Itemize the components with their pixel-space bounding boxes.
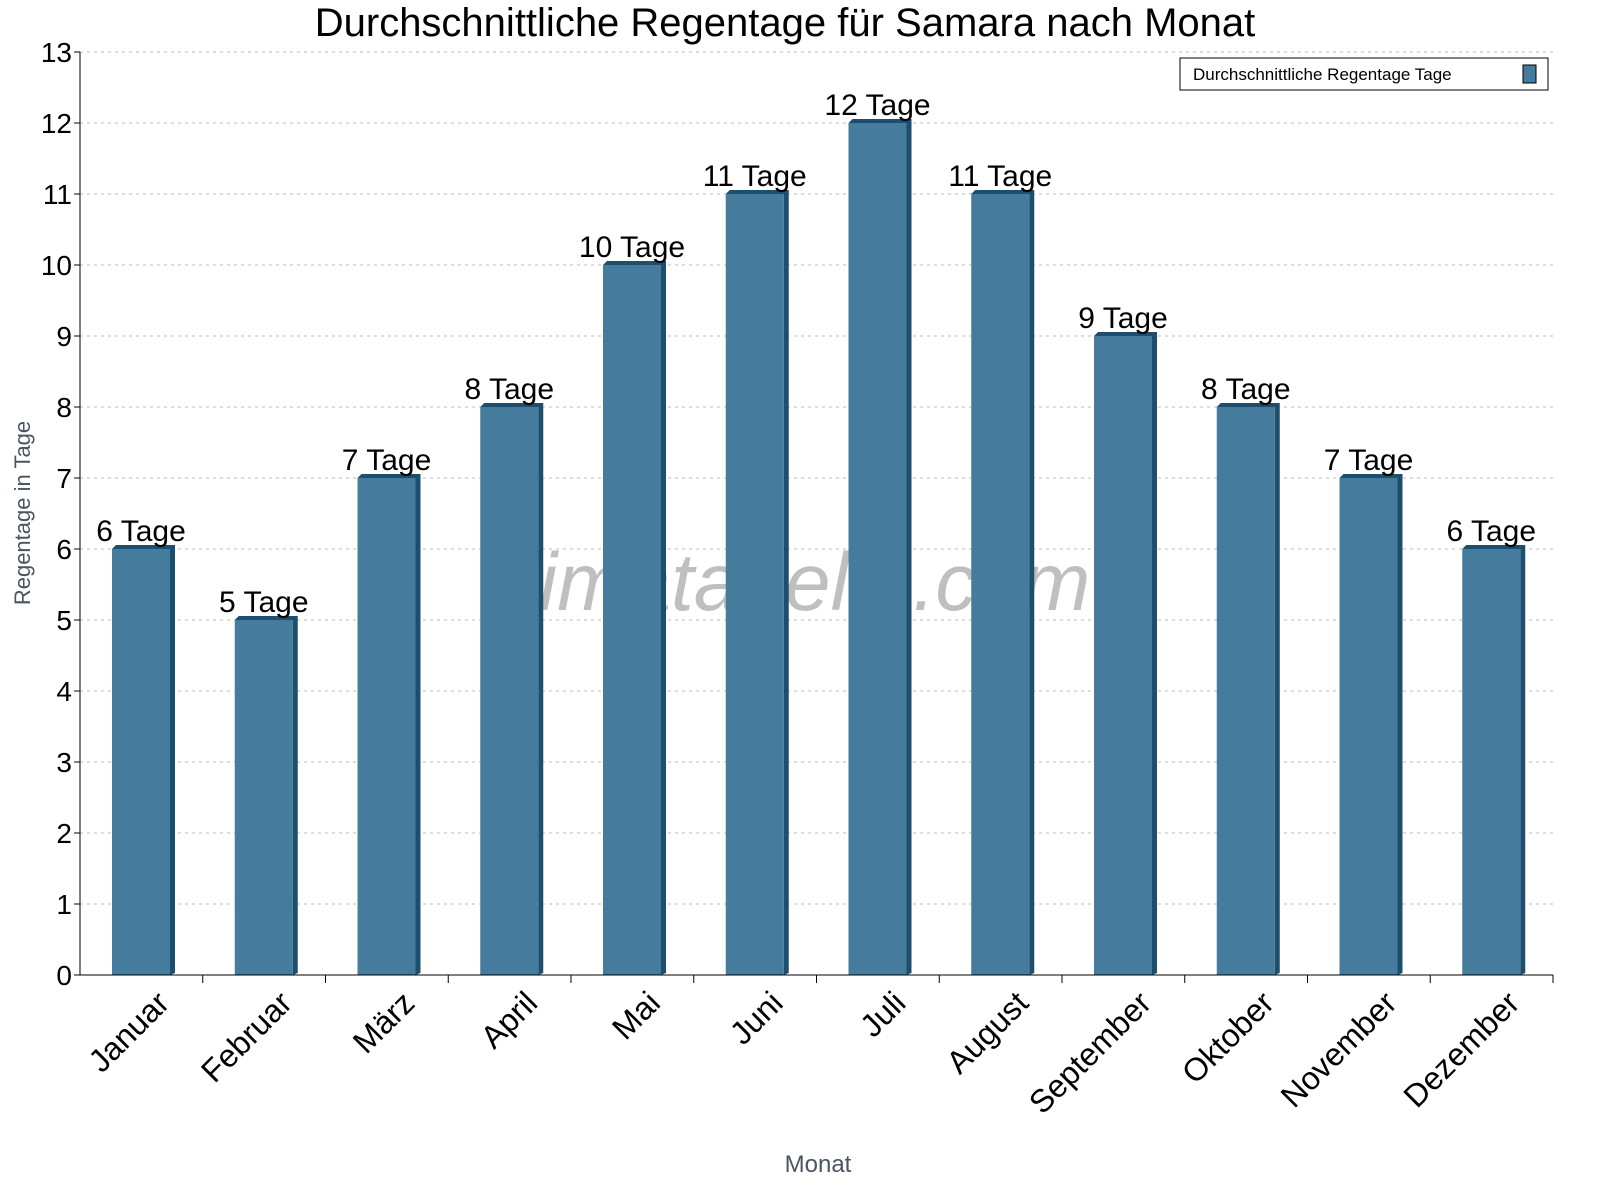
bar bbox=[725, 194, 784, 975]
x-tick-label: Oktober bbox=[1175, 984, 1281, 1090]
y-tick-label: 9 bbox=[56, 321, 72, 352]
legend-label: Durchschnittliche Regentage Tage bbox=[1193, 65, 1452, 84]
x-tick-label: September bbox=[1022, 984, 1158, 1120]
chart-title: Durchschnittliche Regentage für Samara n… bbox=[315, 1, 1256, 45]
y-tick-label: 0 bbox=[56, 960, 72, 991]
x-tick-label: Dezember bbox=[1396, 984, 1526, 1114]
legend-box bbox=[1179, 57, 1549, 91]
bar bbox=[603, 265, 661, 975]
data-label: 8 Tage bbox=[464, 373, 554, 406]
bar bbox=[1462, 549, 1521, 975]
bar bbox=[112, 549, 170, 975]
y-tick-label: 12 bbox=[41, 108, 72, 139]
x-axis-label: Monat bbox=[785, 1151, 852, 1178]
x-tick-label: November bbox=[1274, 984, 1404, 1114]
bar bbox=[848, 123, 907, 975]
y-tick-label: 3 bbox=[56, 747, 72, 778]
x-tick-label: Juli bbox=[853, 984, 912, 1043]
x-tick-label: März bbox=[346, 984, 422, 1060]
bar bbox=[1339, 478, 1398, 975]
x-tick-label: Januar bbox=[81, 984, 176, 1079]
y-tick-label: 10 bbox=[41, 250, 72, 281]
x-tick-label: April bbox=[473, 984, 544, 1055]
legend[interactable]: Durchschnittliche Regentage Tage bbox=[1179, 57, 1549, 91]
data-label: 12 Tage bbox=[824, 89, 930, 122]
data-label: 8 Tage bbox=[1201, 373, 1291, 406]
x-tick-label: Februar bbox=[194, 984, 299, 1089]
y-tick-label: 6 bbox=[56, 534, 72, 565]
data-label: 6 Tage bbox=[96, 515, 186, 548]
data-label: 7 Tage bbox=[1324, 444, 1414, 477]
legend-swatch bbox=[1522, 64, 1537, 84]
data-label: 10 Tage bbox=[579, 231, 685, 264]
y-tick-label: 4 bbox=[56, 676, 72, 707]
y-tick-label: 5 bbox=[56, 605, 72, 636]
y-tick-label: 11 bbox=[43, 179, 72, 210]
y-tick-label: 13 bbox=[41, 37, 72, 68]
data-label: 7 Tage bbox=[342, 444, 432, 477]
bar bbox=[1094, 336, 1152, 975]
x-tick-label: Juni bbox=[723, 984, 790, 1051]
bar bbox=[480, 407, 539, 975]
bar bbox=[234, 620, 293, 975]
y-tick-label: 7 bbox=[56, 463, 72, 494]
bar bbox=[971, 194, 1030, 975]
data-label: 5 Tage bbox=[219, 586, 309, 619]
y-tick-label: 1 bbox=[56, 889, 72, 920]
y-tick-label: 8 bbox=[56, 392, 72, 423]
data-label: 9 Tage bbox=[1078, 302, 1168, 335]
bar bbox=[1216, 407, 1275, 975]
y-tick-label: 2 bbox=[56, 818, 72, 849]
data-label: 11 Tage bbox=[703, 160, 807, 193]
x-tick-label: August bbox=[939, 984, 1035, 1080]
data-label: 11 Tage bbox=[948, 160, 1052, 193]
x-tick-label: Mai bbox=[605, 984, 667, 1046]
data-label: 6 Tage bbox=[1446, 515, 1536, 548]
y-axis-label: Regentage in Tage bbox=[10, 421, 35, 605]
bar bbox=[357, 478, 416, 975]
